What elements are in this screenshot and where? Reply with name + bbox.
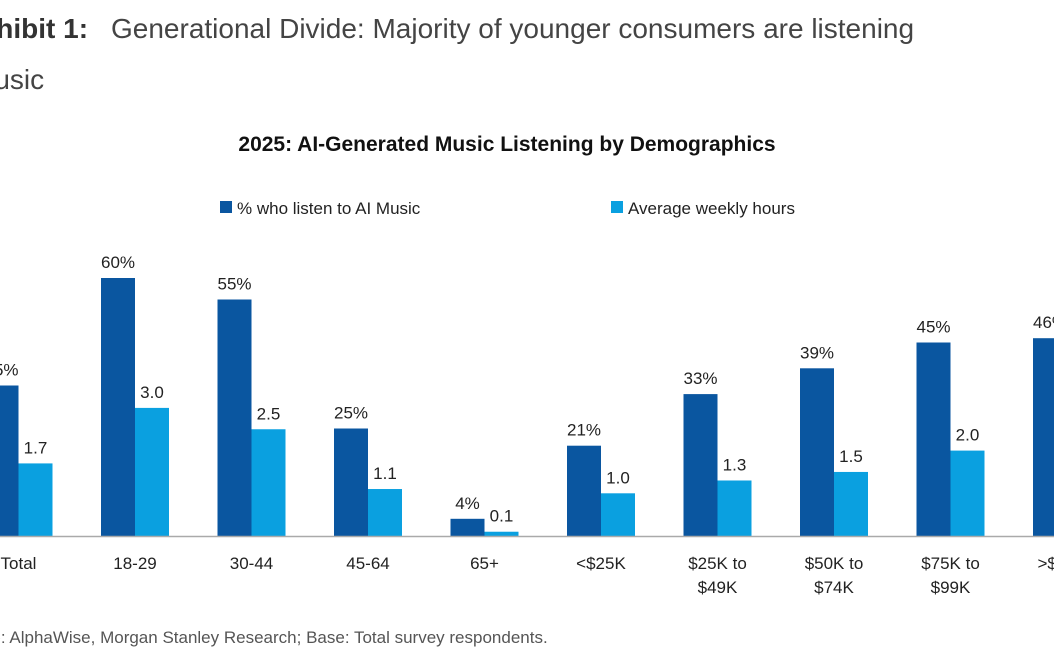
data-label-pct: 46%: [1033, 313, 1054, 332]
exhibit-title-line2: music: [0, 64, 44, 95]
bar-hours: [18, 463, 53, 536]
bar-hours: [950, 450, 985, 536]
bar-pct: [800, 368, 834, 536]
category-label: $74K: [814, 578, 854, 597]
category-label: 45-64: [346, 554, 389, 573]
source-note: Source: AlphaWise, Morgan Stanley Resear…: [0, 628, 548, 647]
bar-hours: [601, 493, 635, 536]
bar-pct: [101, 278, 135, 536]
bar-pct: [683, 394, 718, 536]
data-label-hours: 2.5: [257, 404, 281, 423]
exhibit-title-line1: Generational Divide: Majority of younger…: [111, 13, 914, 44]
category-label: 65+: [470, 554, 499, 573]
bar-hours: [834, 471, 868, 536]
category-label: $50K to: [805, 554, 864, 573]
bar-hours: [484, 531, 519, 536]
exhibit-label: Exhibit 1:: [0, 13, 88, 44]
data-label-hours: 1.5: [839, 447, 863, 466]
category-label: $99K: [931, 578, 971, 597]
bar-pct: [567, 445, 601, 536]
data-label-hours: 0.1: [490, 507, 514, 526]
data-label-hours: 2.0: [956, 426, 980, 445]
data-label-pct: 33%: [683, 369, 717, 388]
bar-hours: [251, 429, 286, 536]
data-label-pct: 21%: [567, 421, 601, 440]
data-label-pct: 55%: [217, 275, 251, 294]
bar-pct: [217, 299, 252, 536]
data-label-pct: 39%: [800, 343, 834, 362]
data-label-hours: 1.1: [373, 464, 397, 483]
data-label-pct: 4%: [455, 494, 480, 513]
data-label-pct: 35%: [0, 361, 19, 380]
chart-title: 2025: AI-Generated Music Listening by De…: [238, 133, 775, 156]
bar-pct: [334, 428, 368, 536]
bar-hours: [717, 480, 752, 536]
category-label: $49K: [698, 578, 738, 597]
legend-label-hours: Average weekly hours: [628, 199, 795, 218]
bar-hours: [368, 489, 402, 536]
data-label-hours: 3.0: [140, 383, 164, 402]
legend-swatch-hours: [611, 201, 623, 213]
data-label-hours: 1.7: [24, 438, 48, 457]
category-label: <$25K: [576, 554, 626, 573]
data-label-hours: 1.3: [723, 455, 747, 474]
category-label: 30-44: [230, 554, 273, 573]
data-label-hours: 1.0: [606, 468, 630, 487]
category-label: 18-29: [113, 554, 156, 573]
legend-swatch-pct: [220, 201, 232, 213]
category-label: $75K to: [921, 554, 980, 573]
bar-pct: [1033, 338, 1054, 536]
category-label: Total: [1, 554, 37, 573]
bar-hours: [135, 407, 169, 536]
bar-pct: [916, 342, 951, 536]
data-label-pct: 45%: [916, 318, 950, 337]
data-label-pct: 25%: [334, 404, 368, 423]
legend-label-pct: % who listen to AI Music: [237, 199, 421, 218]
data-label-pct: 60%: [101, 253, 135, 272]
bar-pct: [450, 518, 485, 536]
bar-pct: [0, 385, 19, 536]
category-label: $25K to: [688, 554, 747, 573]
category-label: >$100K: [1037, 554, 1054, 573]
